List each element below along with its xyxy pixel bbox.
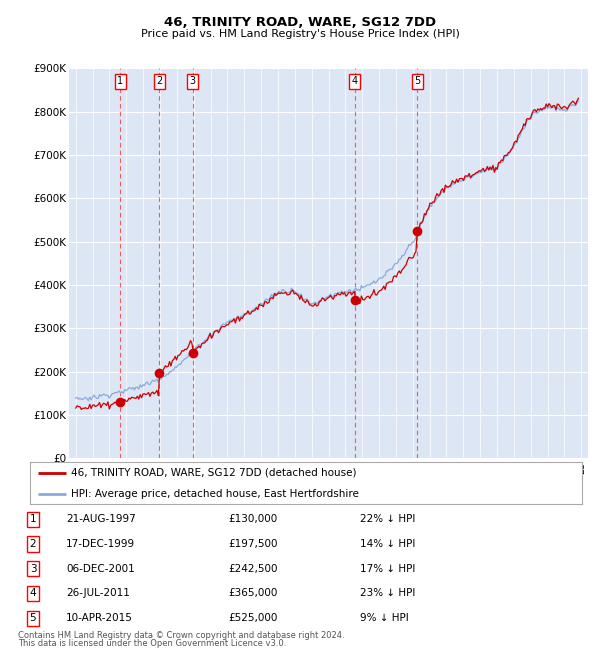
Text: 06-DEC-2001: 06-DEC-2001 [66, 564, 135, 574]
Text: 10-APR-2015: 10-APR-2015 [66, 613, 133, 623]
Text: 5: 5 [29, 613, 37, 623]
Text: 5: 5 [414, 76, 421, 86]
Text: 26-JUL-2011: 26-JUL-2011 [66, 588, 130, 599]
Text: 17-DEC-1999: 17-DEC-1999 [66, 539, 135, 549]
Text: 2: 2 [156, 76, 163, 86]
Text: 3: 3 [190, 76, 196, 86]
Text: This data is licensed under the Open Government Licence v3.0.: This data is licensed under the Open Gov… [18, 639, 286, 648]
Text: 4: 4 [352, 76, 358, 86]
Text: 2: 2 [29, 539, 37, 549]
Text: HPI: Average price, detached house, East Hertfordshire: HPI: Average price, detached house, East… [71, 489, 359, 499]
Text: 21-AUG-1997: 21-AUG-1997 [66, 514, 136, 525]
Text: £525,000: £525,000 [228, 613, 277, 623]
Text: 46, TRINITY ROAD, WARE, SG12 7DD: 46, TRINITY ROAD, WARE, SG12 7DD [164, 16, 436, 29]
Text: Price paid vs. HM Land Registry's House Price Index (HPI): Price paid vs. HM Land Registry's House … [140, 29, 460, 39]
Text: Contains HM Land Registry data © Crown copyright and database right 2024.: Contains HM Land Registry data © Crown c… [18, 631, 344, 640]
Text: 14% ↓ HPI: 14% ↓ HPI [360, 539, 415, 549]
Text: £242,500: £242,500 [228, 564, 277, 574]
Text: 46, TRINITY ROAD, WARE, SG12 7DD (detached house): 46, TRINITY ROAD, WARE, SG12 7DD (detach… [71, 468, 357, 478]
Text: 1: 1 [117, 76, 123, 86]
Text: 1: 1 [29, 514, 37, 525]
Text: 3: 3 [29, 564, 37, 574]
Text: 22% ↓ HPI: 22% ↓ HPI [360, 514, 415, 525]
Text: 17% ↓ HPI: 17% ↓ HPI [360, 564, 415, 574]
Text: £130,000: £130,000 [228, 514, 277, 525]
Text: £365,000: £365,000 [228, 588, 277, 599]
Text: 4: 4 [29, 588, 37, 599]
Text: £197,500: £197,500 [228, 539, 277, 549]
Text: 23% ↓ HPI: 23% ↓ HPI [360, 588, 415, 599]
Text: 9% ↓ HPI: 9% ↓ HPI [360, 613, 409, 623]
